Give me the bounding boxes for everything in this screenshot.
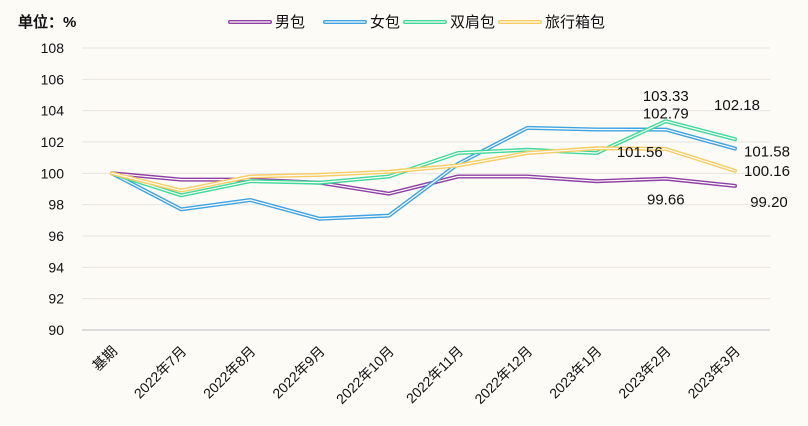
data-label: 101.58 — [744, 144, 790, 161]
series-line-core — [111, 127, 736, 220]
y-tick-label: 96 — [48, 228, 64, 244]
y-tick-label: 92 — [48, 291, 64, 307]
unit-label: 单位：% — [18, 13, 76, 31]
data-label: 100.16 — [744, 163, 790, 180]
y-tick-label: 102 — [41, 134, 65, 150]
legend-label: 女包 — [370, 13, 400, 31]
y-tick-label: 108 — [41, 40, 65, 56]
data-label: 102.79 — [643, 106, 689, 123]
data-label: 102.18 — [714, 97, 760, 114]
x-tick-label: 2023年3月 — [684, 343, 743, 402]
x-tick-label: 2023年1月 — [546, 343, 605, 402]
data-label: 101.56 — [617, 144, 663, 161]
y-tick-label: 104 — [41, 103, 65, 119]
series-lines — [110, 119, 737, 221]
legend: 男包 女包 双肩包 旅行箱包 — [228, 13, 605, 31]
x-tick-label: 2022年8月 — [200, 343, 259, 402]
x-tick-label: 基期 — [89, 343, 120, 374]
data-label: 99.20 — [750, 194, 788, 211]
legend-label: 旅行箱包 — [545, 14, 605, 31]
data-label: 103.33 — [643, 88, 689, 105]
x-tick-label: 2022年10月 — [333, 343, 397, 407]
series-line-core — [111, 172, 736, 195]
y-tick-label: 98 — [48, 197, 64, 213]
x-tick-label: 2022年11月 — [403, 343, 466, 406]
grid-lines — [82, 47, 770, 331]
axes: 90 92 94 96 98 100 102 104 106 108 基期 2022年7月 2022年8… — [41, 40, 743, 407]
series-line-core — [111, 147, 736, 192]
x-tick-label: 2023年2月 — [615, 343, 674, 402]
y-tick-label: 106 — [41, 71, 65, 87]
series-line-core — [111, 120, 736, 196]
x-tick-label: 2022年12月 — [471, 343, 535, 407]
y-tick-label: 100 — [41, 165, 65, 181]
x-tick-label: 2022年7月 — [131, 343, 190, 402]
x-tick-label: 2022年9月 — [269, 343, 328, 402]
y-tick-label: 94 — [48, 259, 64, 275]
y-tick-label: 90 — [48, 322, 64, 338]
data-label: 99.66 — [647, 192, 685, 209]
legend-label: 双肩包 — [450, 14, 495, 31]
legend-label: 男包 — [275, 14, 305, 31]
